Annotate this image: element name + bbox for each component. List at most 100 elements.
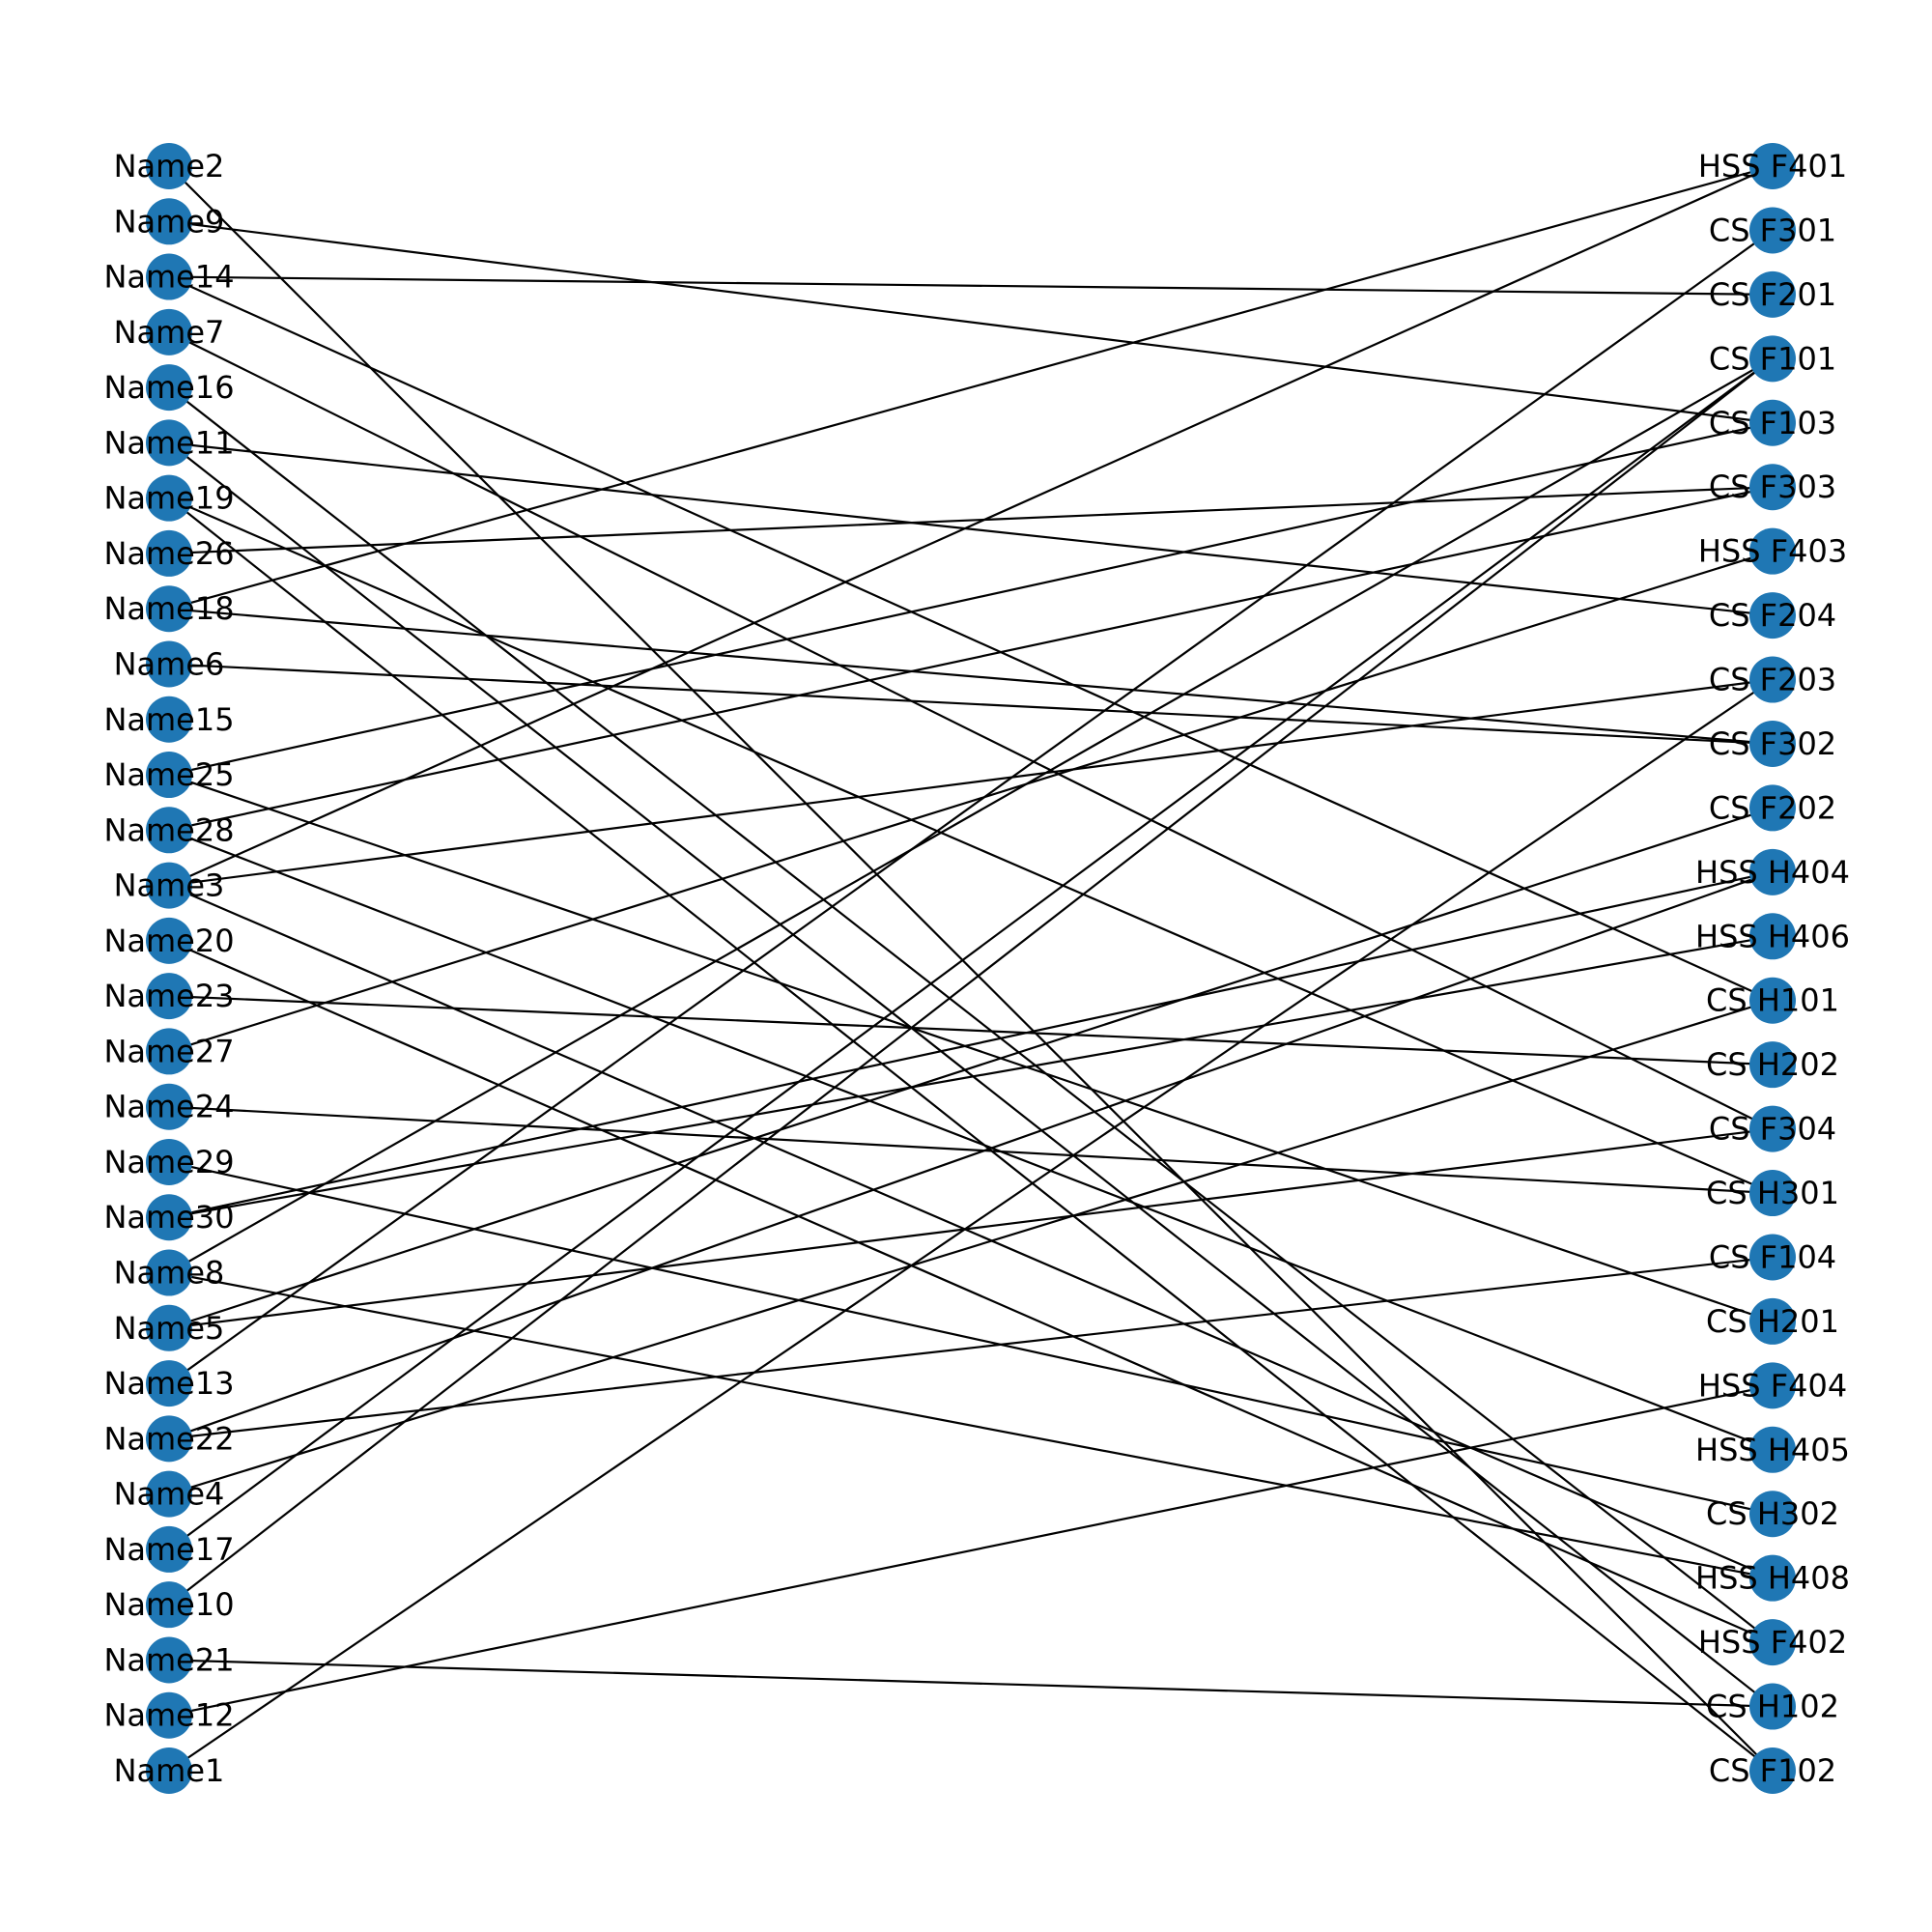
- node-circle: [146, 253, 192, 300]
- node-label: Name9: [114, 203, 225, 240]
- node-label: Name7: [114, 314, 225, 351]
- node-circle: [1749, 207, 1796, 254]
- edge-name5-cs-f202: [168, 807, 1774, 1329]
- edge-name16-hss-f402: [168, 386, 1774, 1643]
- node-circle: [1749, 1426, 1796, 1473]
- node-circle: [146, 1083, 192, 1130]
- node-label: Name19: [103, 480, 234, 517]
- node-circle: [1749, 143, 1796, 189]
- node-label: Name22: [103, 1420, 234, 1457]
- node-label: Name24: [103, 1089, 234, 1125]
- right-node-hss-f401: HSS F401: [1698, 143, 1847, 189]
- node-label: Name18: [103, 590, 234, 627]
- node-circle: [1749, 1491, 1796, 1538]
- right-node-cs-h301: CS H301: [1706, 1170, 1839, 1217]
- node-circle: [1749, 1747, 1796, 1794]
- node-circle: [1749, 1234, 1796, 1281]
- edge-name11-cs-f204: [168, 441, 1774, 617]
- edge-name28-hss-h405: [168, 829, 1774, 1451]
- edge-name18-hss-f401: [168, 164, 1774, 611]
- node-label: Name10: [103, 1586, 234, 1623]
- node-label: CS F104: [1709, 1238, 1836, 1275]
- node-label: Name16: [103, 369, 234, 406]
- node-circle: [1749, 1554, 1796, 1602]
- edge-name25-cs-h201: [168, 773, 1774, 1322]
- edge-name3-hss-f401: [168, 164, 1774, 887]
- right-node-cs-f302: CS F302: [1709, 720, 1836, 767]
- node-label: Name6: [114, 645, 225, 682]
- edge-name28-cs-f303: [168, 486, 1774, 832]
- left-node-name27: Name27: [103, 1028, 235, 1075]
- left-node-name9: Name9: [114, 198, 225, 245]
- node-circle: [1749, 399, 1796, 446]
- node-circle: [1749, 1362, 1796, 1409]
- left-node-name29: Name29: [103, 1138, 235, 1185]
- edge-name18-cs-f302: [168, 608, 1774, 746]
- node-label: HSS F403: [1698, 533, 1847, 570]
- node-circle: [146, 585, 192, 633]
- left-node-name5: Name5: [114, 1304, 224, 1351]
- left-node-name30: Name30: [103, 1194, 235, 1241]
- right-node-hss-f404: HSS F404: [1698, 1362, 1847, 1409]
- right-node-hss-h408: HSS H408: [1695, 1554, 1850, 1602]
- node-circle: [146, 696, 192, 743]
- right-node-hss-f402: HSS F402: [1698, 1619, 1847, 1666]
- node-circle: [146, 752, 192, 799]
- node-label: Name21: [103, 1641, 234, 1678]
- edge-name19-cs-f102: [168, 497, 1774, 1772]
- edge-name11-cs-h102: [168, 441, 1774, 1708]
- node-label: CS F303: [1709, 469, 1836, 505]
- nodes-layer: Name2 Name9 Name14 Name7 Name16 Name11 Name19 N…: [103, 143, 1850, 1794]
- node-circle: [146, 1747, 192, 1794]
- left-node-name10: Name10: [103, 1581, 235, 1629]
- edge-name22-hss-h404: [168, 870, 1774, 1440]
- edge-name23-cs-h202: [168, 995, 1774, 1066]
- right-node-hss-h406: HSS H406: [1695, 913, 1850, 960]
- left-node-name23: Name23: [103, 973, 235, 1020]
- node-label: Name4: [114, 1476, 225, 1513]
- edge-name26-cs-f303: [168, 486, 1774, 555]
- right-node-cs-f202: CS F202: [1709, 784, 1836, 832]
- node-label: Name13: [103, 1365, 234, 1402]
- node-label: CS H201: [1706, 1303, 1839, 1340]
- edge-name3-cs-f203: [168, 678, 1774, 887]
- node-circle: [1749, 1170, 1796, 1217]
- right-node-cs-f101: CS F101: [1709, 335, 1836, 383]
- node-circle: [1749, 656, 1796, 703]
- right-node-cs-f304: CS F304: [1709, 1105, 1836, 1152]
- right-node-cs-f201: CS F201: [1709, 270, 1836, 318]
- left-node-name25: Name25: [103, 752, 235, 799]
- right-node-cs-f104: CS F104: [1709, 1234, 1836, 1281]
- left-node-name17: Name17: [103, 1525, 235, 1573]
- right-node-hss-h404: HSS H404: [1695, 848, 1850, 895]
- edge-name14-cs-f201: [168, 275, 1774, 296]
- edge-name25-cs-f103: [168, 421, 1774, 777]
- node-circle: [146, 1194, 192, 1241]
- node-label: Name15: [103, 701, 234, 738]
- node-label: CS H301: [1706, 1175, 1839, 1211]
- node-circle: [146, 1636, 192, 1684]
- edge-name3-hss-h408: [168, 884, 1774, 1579]
- right-node-cs-f204: CS F204: [1709, 592, 1836, 639]
- edge-name24-cs-h301: [168, 1105, 1774, 1195]
- node-label: Name8: [114, 1255, 225, 1292]
- node-circle: [1749, 977, 1796, 1024]
- node-circle: [1749, 784, 1796, 832]
- node-label: Name12: [103, 1697, 234, 1734]
- node-label: CS H101: [1706, 982, 1839, 1019]
- node-circle: [146, 474, 192, 522]
- right-node-cs-f103: CS F103: [1709, 399, 1836, 446]
- node-circle: [146, 1249, 192, 1296]
- node-circle: [1749, 1105, 1796, 1152]
- edge-name29-cs-h302: [168, 1160, 1774, 1516]
- right-node-cs-h101: CS H101: [1706, 977, 1839, 1024]
- edge-name9-cs-f103: [168, 220, 1774, 424]
- node-label: Name1: [114, 1752, 225, 1789]
- right-node-cs-h302: CS H302: [1706, 1491, 1839, 1538]
- node-circle: [146, 1581, 192, 1629]
- node-label: Name20: [103, 923, 234, 959]
- node-circle: [146, 1525, 192, 1573]
- node-circle: [146, 308, 192, 355]
- node-label: CS H202: [1706, 1046, 1839, 1083]
- node-label: Name30: [103, 1199, 234, 1236]
